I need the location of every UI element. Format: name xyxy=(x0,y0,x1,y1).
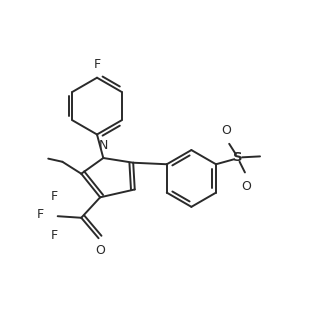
Text: F: F xyxy=(51,229,58,242)
Text: N: N xyxy=(99,139,108,152)
Text: O: O xyxy=(241,180,251,193)
Text: S: S xyxy=(233,151,243,164)
Text: O: O xyxy=(221,124,231,137)
Text: F: F xyxy=(93,58,100,71)
Text: F: F xyxy=(50,190,57,203)
Text: F: F xyxy=(36,208,44,221)
Text: O: O xyxy=(95,244,105,257)
